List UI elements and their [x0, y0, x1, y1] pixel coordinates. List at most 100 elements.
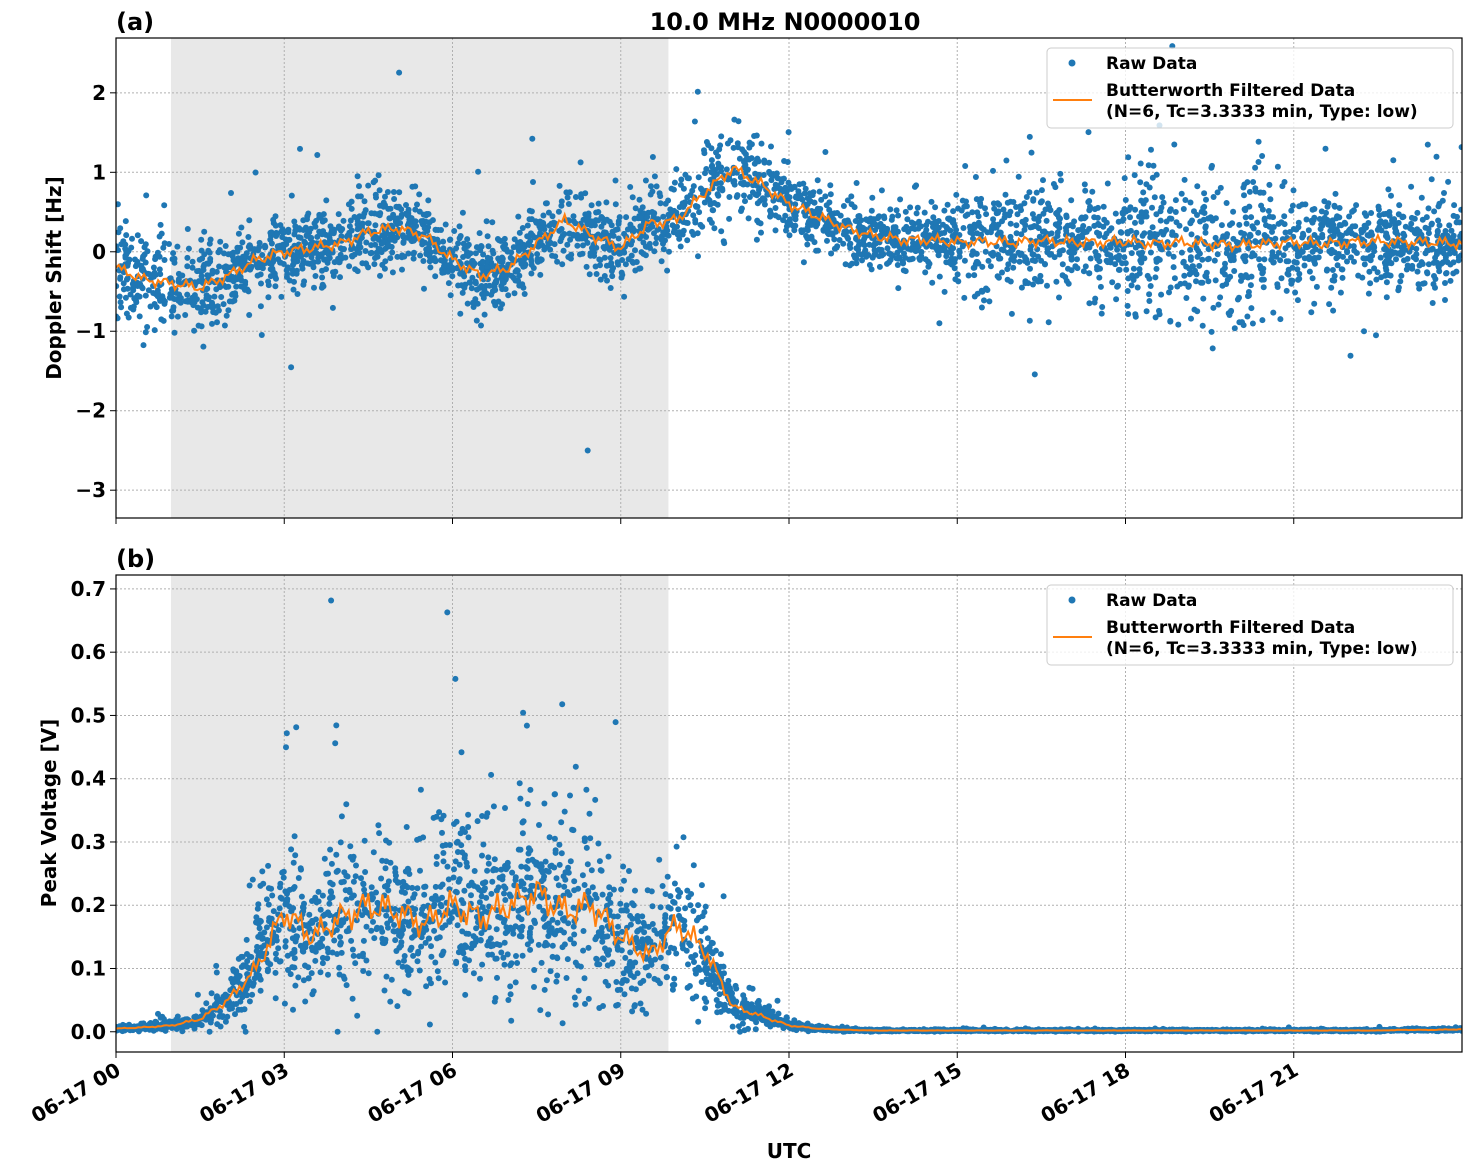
raw-point: [177, 299, 184, 306]
raw-point: [418, 218, 425, 225]
raw-point: [352, 266, 359, 273]
raw-point: [1347, 352, 1354, 359]
raw-point: [338, 233, 345, 240]
raw-point: [577, 159, 584, 166]
raw-point: [715, 153, 721, 160]
raw-point: [985, 257, 992, 264]
raw-point: [760, 172, 767, 178]
raw-point: [1392, 220, 1399, 227]
raw-point: [905, 228, 912, 235]
raw-point: [1258, 202, 1265, 209]
raw-point: [1168, 215, 1175, 222]
raw-point: [356, 249, 363, 256]
filtered-line: [116, 165, 1462, 292]
raw-point: [485, 854, 492, 861]
raw-point: [744, 166, 751, 173]
raw-point: [440, 238, 447, 245]
raw-point: [1134, 284, 1141, 291]
raw-point: [1384, 251, 1391, 257]
raw-point: [1214, 189, 1221, 196]
raw-point: [565, 920, 572, 927]
raw-point: [372, 222, 379, 229]
raw-point: [831, 236, 838, 243]
raw-point: [982, 205, 988, 212]
raw-point: [353, 917, 360, 924]
raw-point: [140, 342, 147, 349]
raw-point: [1293, 226, 1300, 233]
raw-point: [1209, 162, 1215, 169]
raw-point: [822, 193, 829, 200]
raw-point: [1348, 254, 1354, 261]
raw-point: [265, 862, 272, 869]
raw-point: [870, 216, 877, 223]
raw-point: [1448, 227, 1455, 234]
raw-point: [371, 261, 378, 268]
raw-point: [171, 259, 178, 266]
raw-point: [473, 317, 480, 324]
raw-point: [695, 1018, 702, 1025]
raw-point: [1322, 145, 1329, 152]
raw-point: [1199, 279, 1206, 286]
raw-point: [603, 216, 610, 223]
raw-point: [791, 183, 798, 190]
raw-point: [528, 261, 535, 268]
raw-point: [659, 883, 666, 889]
raw-point: [796, 181, 803, 188]
raw-point: [344, 232, 351, 239]
raw-point: [377, 272, 383, 279]
raw-point: [1018, 284, 1025, 291]
raw-point: [1043, 217, 1050, 224]
raw-point: [357, 244, 364, 251]
raw-point: [518, 863, 525, 870]
raw-point: [377, 210, 384, 217]
raw-point: [221, 322, 228, 329]
raw-point: [1365, 220, 1372, 226]
raw-point: [515, 239, 521, 246]
raw-point: [1270, 309, 1277, 316]
raw-point: [171, 329, 178, 336]
raw-point: [783, 227, 789, 234]
raw-point: [1443, 270, 1450, 276]
raw-point: [267, 229, 274, 236]
raw-point: [929, 279, 936, 286]
raw-point: [1376, 212, 1383, 219]
raw-point: [387, 255, 394, 262]
raw-point: [540, 212, 547, 219]
raw-point: [614, 913, 621, 920]
raw-point: [459, 209, 466, 216]
raw-point: [858, 251, 865, 258]
raw-point: [1431, 208, 1438, 215]
raw-point: [144, 248, 151, 255]
raw-point: [975, 219, 982, 226]
raw-point: [239, 260, 246, 267]
raw-point: [572, 1001, 579, 1008]
raw-point: [842, 261, 849, 268]
raw-point: [989, 223, 995, 230]
raw-point: [840, 240, 847, 247]
raw-point: [457, 233, 464, 239]
raw-point: [1259, 153, 1266, 159]
raw-point: [528, 270, 535, 277]
raw-point: [291, 218, 298, 225]
raw-point: [621, 991, 628, 998]
raw-point: [758, 229, 764, 236]
raw-point: [1015, 249, 1022, 256]
raw-point: [1425, 205, 1432, 212]
raw-point: [452, 888, 459, 895]
raw-point: [570, 213, 577, 220]
raw-point: [150, 264, 157, 271]
raw-point: [730, 144, 737, 151]
raw-point: [1183, 226, 1189, 233]
raw-point: [520, 284, 527, 291]
raw-point: [1196, 262, 1203, 269]
raw-point: [1044, 246, 1051, 252]
raw-point: [871, 247, 878, 254]
raw-point: [519, 225, 526, 231]
raw-point: [684, 237, 691, 244]
raw-point: [1266, 213, 1273, 220]
raw-point: [1034, 277, 1041, 284]
raw-point: [272, 995, 279, 1002]
raw-point: [1428, 221, 1435, 228]
raw-point: [1442, 297, 1448, 303]
raw-point: [204, 272, 211, 279]
